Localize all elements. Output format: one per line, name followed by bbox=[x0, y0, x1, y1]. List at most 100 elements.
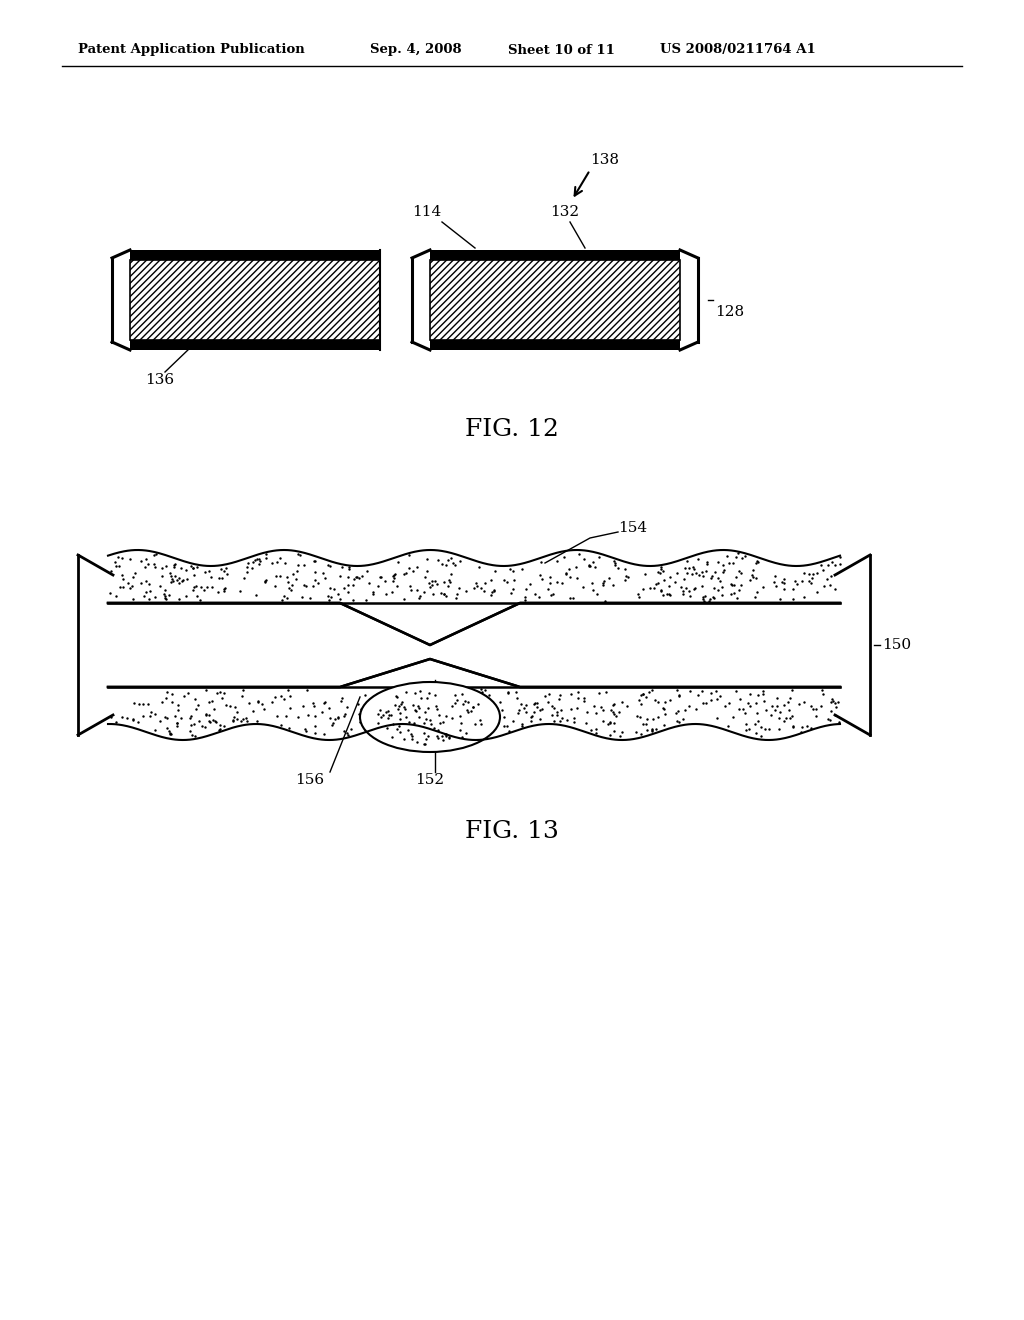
Point bbox=[390, 698, 407, 719]
Point bbox=[440, 549, 457, 570]
Point bbox=[602, 725, 618, 746]
Point bbox=[309, 573, 326, 594]
Point bbox=[232, 710, 249, 731]
Point bbox=[201, 692, 217, 713]
Point bbox=[251, 549, 267, 570]
Point bbox=[401, 576, 418, 597]
Point bbox=[554, 708, 570, 729]
Point bbox=[669, 702, 685, 723]
Point bbox=[434, 711, 451, 733]
Point bbox=[546, 697, 562, 718]
Point bbox=[391, 702, 408, 723]
Point bbox=[429, 573, 445, 594]
Point bbox=[578, 711, 594, 733]
Point bbox=[321, 590, 337, 611]
Point bbox=[185, 565, 202, 586]
Point bbox=[371, 704, 387, 725]
Point bbox=[159, 708, 175, 729]
Point bbox=[168, 569, 184, 590]
Point bbox=[111, 554, 127, 576]
Point bbox=[382, 708, 398, 729]
Point bbox=[656, 692, 673, 713]
Point bbox=[771, 589, 787, 610]
Point bbox=[647, 719, 664, 741]
Point bbox=[606, 553, 623, 574]
Point bbox=[728, 546, 744, 568]
Point bbox=[409, 556, 425, 577]
Point bbox=[531, 709, 548, 730]
Point bbox=[216, 579, 232, 601]
Point bbox=[388, 719, 404, 741]
Point bbox=[756, 690, 772, 711]
Point bbox=[245, 701, 261, 722]
Point bbox=[176, 685, 193, 706]
Point bbox=[466, 577, 482, 598]
Point bbox=[238, 708, 254, 729]
Point bbox=[781, 708, 798, 729]
Point bbox=[462, 692, 478, 713]
Point bbox=[702, 689, 719, 710]
Point bbox=[375, 705, 391, 726]
Point bbox=[446, 685, 463, 706]
Point bbox=[631, 587, 647, 609]
Point bbox=[595, 710, 611, 731]
Point bbox=[570, 681, 587, 702]
Point bbox=[381, 705, 397, 726]
Bar bbox=[130, 341, 380, 350]
Point bbox=[381, 705, 397, 726]
Point bbox=[163, 572, 179, 593]
Point bbox=[378, 701, 394, 722]
Point bbox=[671, 685, 687, 706]
Point bbox=[409, 579, 425, 601]
Point bbox=[583, 719, 599, 741]
Point bbox=[749, 722, 765, 743]
Point bbox=[201, 710, 217, 731]
Point bbox=[689, 549, 706, 570]
Point bbox=[412, 692, 428, 713]
Point bbox=[671, 685, 687, 706]
Point bbox=[380, 708, 396, 729]
Point bbox=[158, 688, 174, 709]
Point bbox=[430, 727, 446, 748]
Point bbox=[325, 714, 341, 735]
Point bbox=[670, 700, 686, 721]
Point bbox=[218, 694, 234, 715]
Point bbox=[409, 731, 425, 752]
Point bbox=[418, 729, 434, 750]
Point bbox=[280, 572, 296, 593]
Point bbox=[188, 586, 205, 607]
Point bbox=[523, 706, 540, 727]
Point bbox=[288, 569, 304, 590]
Point bbox=[796, 692, 812, 713]
Point bbox=[418, 709, 434, 730]
Point bbox=[591, 546, 607, 568]
Point bbox=[513, 693, 529, 714]
Point bbox=[643, 719, 659, 741]
Point bbox=[386, 568, 402, 589]
Point bbox=[158, 556, 174, 577]
Point bbox=[114, 546, 130, 568]
Point bbox=[730, 543, 746, 564]
Point bbox=[393, 693, 410, 714]
Point bbox=[602, 711, 618, 733]
Point bbox=[299, 680, 315, 701]
Point bbox=[738, 719, 755, 741]
Bar bbox=[430, 260, 680, 341]
Point bbox=[654, 698, 671, 719]
Point bbox=[715, 577, 731, 598]
Point bbox=[767, 700, 783, 721]
Point bbox=[386, 708, 402, 729]
Point bbox=[211, 719, 227, 741]
Point bbox=[226, 696, 243, 717]
Point bbox=[497, 706, 513, 727]
Point bbox=[166, 556, 182, 577]
Point bbox=[211, 568, 227, 589]
Point bbox=[534, 552, 550, 573]
Point bbox=[440, 576, 457, 597]
Point bbox=[588, 723, 604, 744]
Point bbox=[307, 706, 324, 727]
Point bbox=[212, 718, 228, 739]
Point bbox=[419, 561, 435, 582]
Point bbox=[280, 587, 296, 609]
Point bbox=[805, 698, 821, 719]
